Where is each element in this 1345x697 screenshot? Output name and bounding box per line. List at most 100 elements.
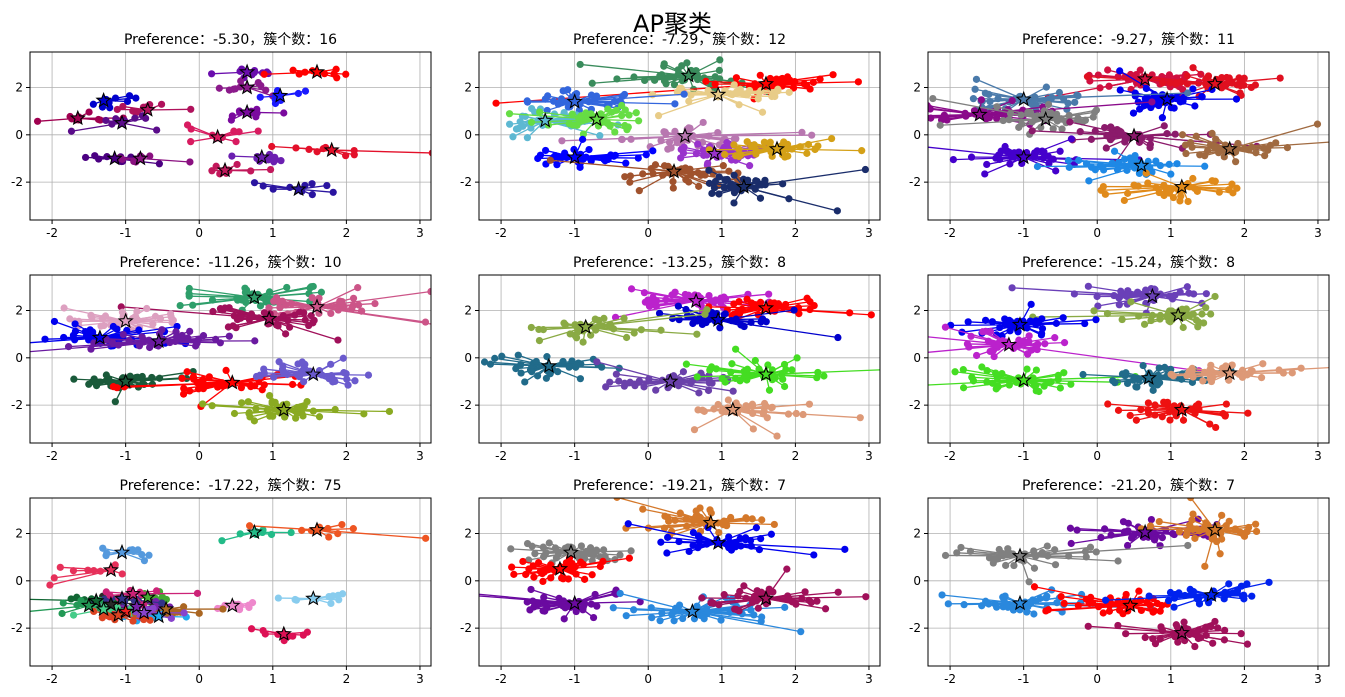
data-point xyxy=(747,142,756,150)
data-point xyxy=(690,514,698,523)
data-point xyxy=(1085,177,1093,185)
data-point xyxy=(252,405,260,413)
x-tick-label: -2 xyxy=(46,449,58,463)
data-point xyxy=(687,91,695,99)
data-point xyxy=(996,323,1004,332)
data-point xyxy=(657,137,665,145)
cluster-link xyxy=(316,302,376,308)
data-point xyxy=(1182,306,1190,314)
data-point xyxy=(1127,298,1135,306)
y-tick-label: 0 xyxy=(464,351,472,365)
data-point xyxy=(271,398,279,406)
data-point xyxy=(216,339,224,347)
cluster-link xyxy=(680,153,715,159)
data-point xyxy=(237,77,245,85)
data-point xyxy=(682,515,690,523)
data-point xyxy=(237,314,245,322)
data-point xyxy=(743,138,751,146)
y-tick-label: -2 xyxy=(11,175,23,189)
data-point xyxy=(755,546,763,554)
cluster-link xyxy=(596,361,671,383)
data-point xyxy=(185,284,193,293)
data-point xyxy=(808,131,816,139)
data-point xyxy=(867,311,875,319)
data-point xyxy=(173,608,181,616)
subplot-title: Preference：-17.22，簇个数：75 xyxy=(120,478,342,494)
data-point xyxy=(111,561,119,569)
cluster-center-star xyxy=(540,357,558,374)
cluster-2 xyxy=(1029,292,1219,332)
x-tick-label: -1 xyxy=(1018,449,1030,463)
data-point xyxy=(281,413,289,421)
data-point xyxy=(569,121,577,129)
cluster-layer xyxy=(492,56,869,215)
data-point xyxy=(300,378,308,386)
cluster-center-star xyxy=(113,590,131,606)
data-point xyxy=(267,530,276,539)
data-point xyxy=(113,325,121,333)
cluster-link xyxy=(928,336,1009,346)
data-point xyxy=(752,524,761,532)
x-tick-label: 3 xyxy=(865,226,873,240)
data-point xyxy=(902,383,909,390)
cluster-link xyxy=(1008,341,1065,346)
data-point xyxy=(675,537,683,546)
cluster-link xyxy=(585,326,627,339)
cluster-link xyxy=(88,380,126,385)
data-point xyxy=(901,351,908,358)
data-point xyxy=(554,153,562,161)
data-point xyxy=(751,80,759,88)
data-point xyxy=(1127,156,1136,165)
data-point xyxy=(1060,369,1068,377)
x-tick-label: 0 xyxy=(1093,226,1101,240)
cluster-link xyxy=(976,78,1024,100)
data-point xyxy=(651,76,659,84)
data-point xyxy=(275,358,283,366)
data-point xyxy=(186,158,194,166)
data-point xyxy=(674,382,683,390)
data-point xyxy=(760,138,769,146)
data-point xyxy=(1049,125,1057,133)
cluster-center-star xyxy=(1136,70,1154,87)
data-point xyxy=(810,302,818,310)
cluster-link xyxy=(727,307,766,311)
data-point xyxy=(698,406,707,414)
data-point xyxy=(1130,181,1138,189)
data-point xyxy=(1181,141,1190,149)
data-point xyxy=(1075,156,1083,164)
axes-frame xyxy=(29,497,432,667)
data-point xyxy=(250,179,259,187)
data-point xyxy=(959,384,968,392)
data-point xyxy=(50,574,58,582)
data-point xyxy=(1121,155,1129,163)
data-point xyxy=(315,413,324,421)
data-point xyxy=(641,76,649,84)
y-tick-label: 2 xyxy=(464,303,472,317)
cluster-link xyxy=(1214,83,1242,96)
data-point xyxy=(243,286,251,294)
cluster-link xyxy=(681,87,719,96)
data-point xyxy=(986,347,994,356)
y-tick-label: 2 xyxy=(15,303,23,317)
data-point xyxy=(257,81,265,90)
data-point xyxy=(1144,179,1152,187)
cluster-center-star xyxy=(113,114,131,130)
data-point xyxy=(1171,291,1179,299)
data-point xyxy=(624,520,632,528)
cluster-link xyxy=(54,569,112,579)
data-point xyxy=(323,181,331,190)
data-point xyxy=(1059,314,1067,322)
data-point xyxy=(715,528,723,537)
data-point xyxy=(208,402,216,410)
data-point xyxy=(592,92,601,100)
cluster-center-star xyxy=(308,63,326,80)
data-point xyxy=(1184,89,1192,97)
cluster-link xyxy=(548,358,594,367)
data-point xyxy=(1313,120,1322,128)
data-point xyxy=(190,375,198,383)
cluster-link xyxy=(735,148,778,157)
cluster-link xyxy=(709,148,777,151)
data-point xyxy=(1189,85,1197,93)
cluster-center-star xyxy=(308,521,326,537)
cluster-link xyxy=(986,379,1024,383)
